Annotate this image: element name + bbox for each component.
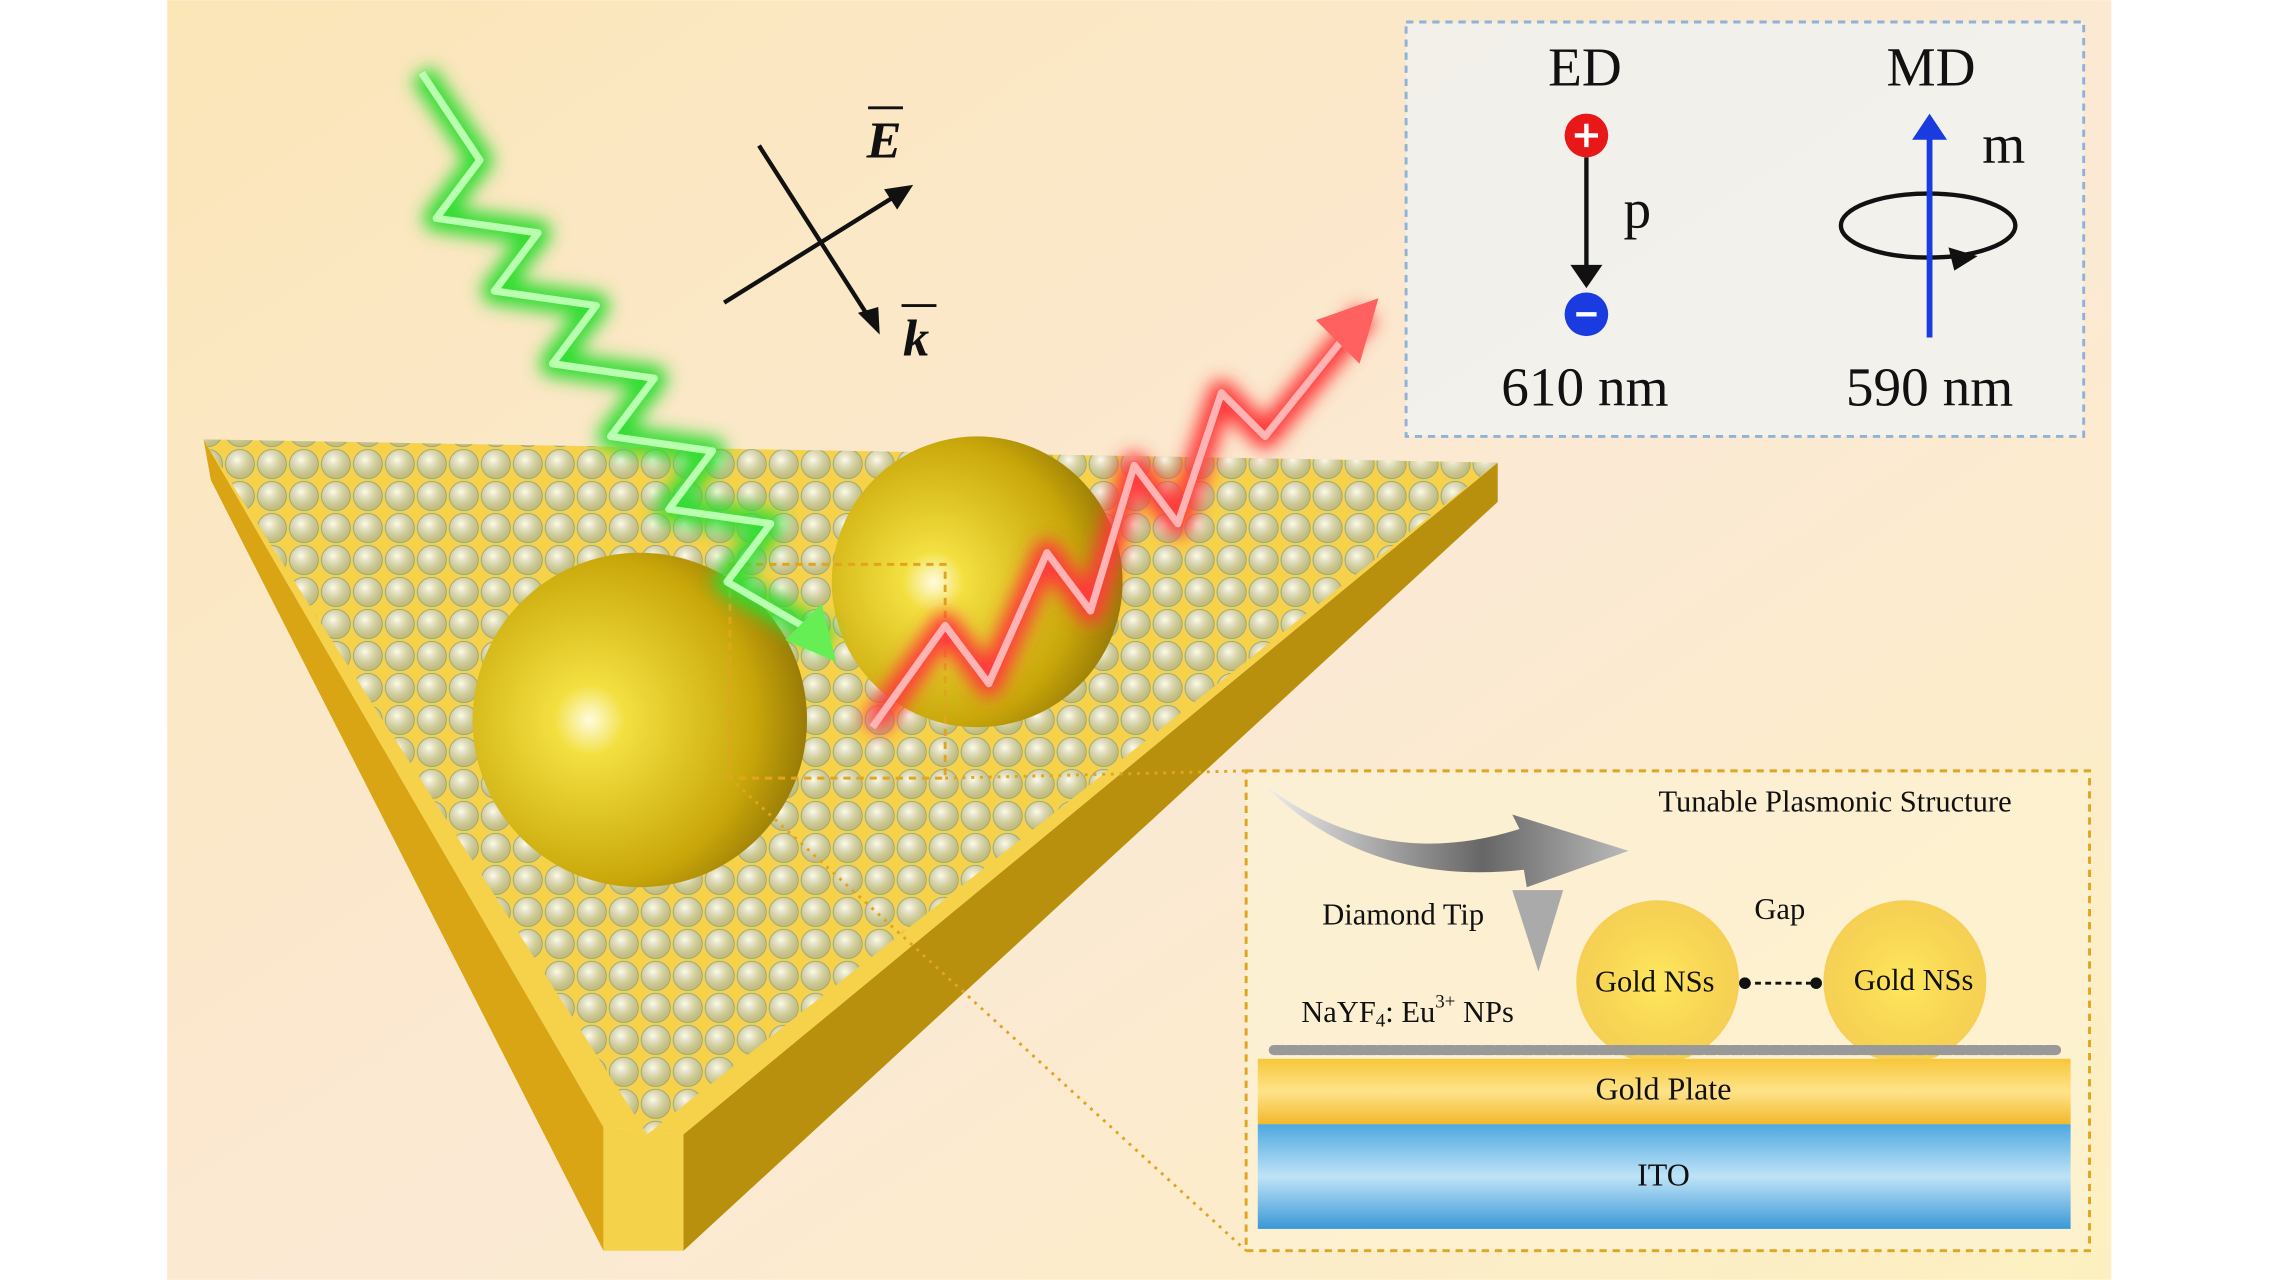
dipole-inset: ED p 610 nm MD m 590 nm [1404,20,2086,438]
particles-text: NaYF [1301,995,1376,1029]
ed-label: ED [1548,37,1622,98]
md-wavelength: 590 nm [1846,356,2013,417]
gold-sphere [831,436,1123,728]
md-label: MD [1887,37,1976,98]
k-label: k [903,309,929,367]
particles-text: : Eu [1385,995,1435,1029]
polarization [722,144,914,335]
zoom-box [728,562,947,780]
tip-label: Diamond Tip [1322,898,1484,932]
ed-dipole: p [1623,179,1651,240]
ed-wavelength: 610 nm [1501,356,1668,417]
md-dipole: m [1982,114,2025,175]
zoom-line [945,769,1247,780]
structure-title: Tunable Plasmonic Structure [1658,784,2011,818]
zoom-line [728,777,1248,1252]
structure-inset: Tunable Plasmonic Structure Diamond Tip … [1244,769,2091,1253]
particles-text: NPs [1455,995,1514,1029]
particles-sub: 4 [1376,1011,1386,1032]
e-label: E [866,112,902,170]
green-wave [410,65,837,662]
sphere-label: Gold NSs [1854,963,1974,997]
sphere-label: Gold NSs [1595,965,1715,999]
substrate-label: ITO [1637,1157,1690,1192]
plate-label: Gold Plate [1596,1072,1732,1107]
gold-sphere [472,552,808,888]
red-wave [861,298,1379,735]
particles-label: NaYF4: Eu3+ NPs [1301,992,1514,1032]
gap-label: Gap [1754,892,1805,926]
particles-sup: 3+ [1435,992,1455,1013]
